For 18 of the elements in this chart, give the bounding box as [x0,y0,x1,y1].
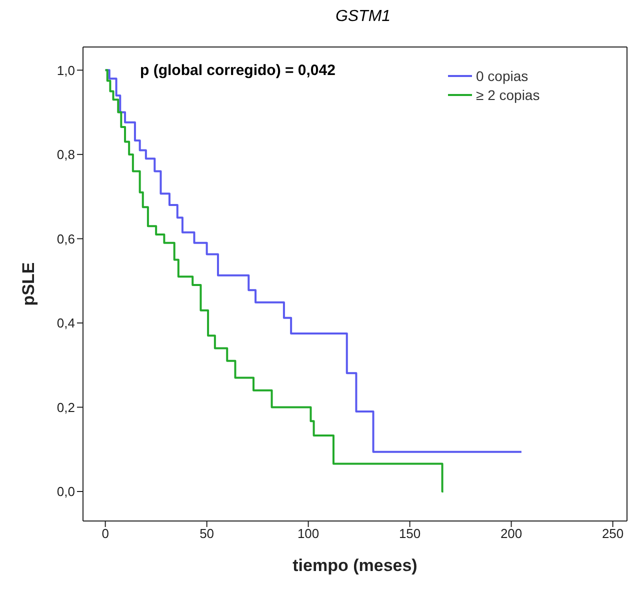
x-tick-label: 0 [102,526,109,542]
x-tick-label: 50 [200,526,214,542]
y-tick-label: 1,0 [56,62,75,78]
chart-title: GSTM1 [334,8,392,27]
y-tick-label: 0,2 [56,400,75,415]
x-tick-label: 150 [398,526,421,542]
x-tick-label: 200 [500,526,522,542]
y-tick-label: 0,4 [56,316,75,331]
y-tick-label: 0,8 [56,147,75,162]
legend-label: ≥ 2 copias [476,86,540,102]
annotation: p (global corregido) = 0,042 [140,62,336,79]
y-axis-title: pSLE [19,262,38,306]
x-axis-title: tiempo (meses) [292,556,418,575]
y-tick-label: 0,0 [56,484,75,500]
y-tick-label: 0,6 [56,231,75,246]
x-tick-label: 100 [297,526,320,542]
x-tick-label: 250 [602,526,624,542]
legend-label: 0 copias [476,68,528,84]
